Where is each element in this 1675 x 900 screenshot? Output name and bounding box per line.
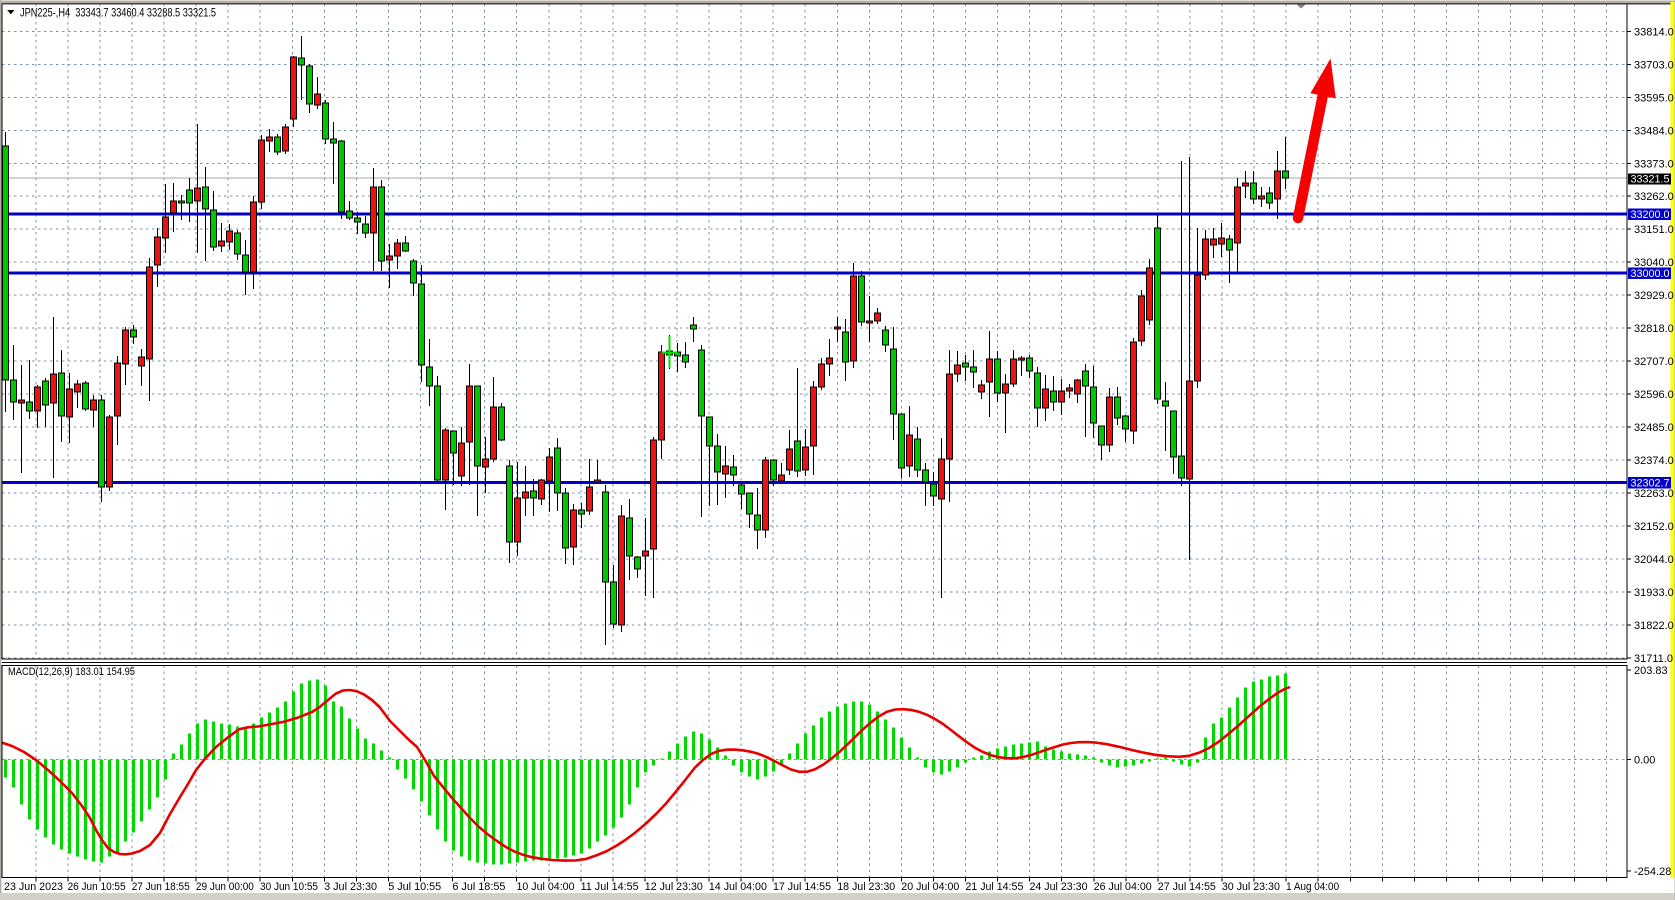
svg-text:32818.0: 32818.0 xyxy=(1634,323,1674,335)
svg-text:11 Jul 14:55: 11 Jul 14:55 xyxy=(581,881,639,893)
svg-text:33373.0: 33373.0 xyxy=(1634,158,1674,170)
svg-text:32707.0: 32707.0 xyxy=(1634,356,1674,368)
svg-text:32263.0: 32263.0 xyxy=(1634,488,1674,500)
svg-text:26 Jun 10:55: 26 Jun 10:55 xyxy=(68,881,126,893)
svg-text:-254.28: -254.28 xyxy=(1634,866,1671,878)
svg-text:33321.5: 33321.5 xyxy=(1631,174,1670,186)
svg-text:0.00: 0.00 xyxy=(1634,754,1655,766)
svg-text:32374.0: 32374.0 xyxy=(1634,455,1674,467)
svg-text:17 Jul 14:55: 17 Jul 14:55 xyxy=(773,881,831,893)
svg-text:6 Jul 18:55: 6 Jul 18:55 xyxy=(452,881,505,893)
svg-text:32152.0: 32152.0 xyxy=(1634,521,1674,533)
svg-text:JPN225-,H4 33343.7 33460.4 33: JPN225-,H4 33343.7 33460.4 33288.5 33321… xyxy=(20,7,216,19)
svg-text:30 Jun 10:55: 30 Jun 10:55 xyxy=(260,881,318,893)
svg-text:27 Jun 18:55: 27 Jun 18:55 xyxy=(132,881,190,893)
svg-text:32302.7: 32302.7 xyxy=(1631,477,1670,489)
svg-text:31822.0: 31822.0 xyxy=(1634,620,1674,632)
svg-text:MACD(12,26,9) 183.01 154.95: MACD(12,26,9) 183.01 154.95 xyxy=(8,666,135,678)
svg-text:21 Jul 14:55: 21 Jul 14:55 xyxy=(965,881,1023,893)
svg-text:12 Jul 23:30: 12 Jul 23:30 xyxy=(645,881,703,893)
svg-text:29 Jun 00:00: 29 Jun 00:00 xyxy=(196,881,254,893)
svg-text:32044.0: 32044.0 xyxy=(1634,554,1674,566)
svg-text:33814.0: 33814.0 xyxy=(1634,26,1674,38)
svg-text:1 Aug 04:00: 1 Aug 04:00 xyxy=(1286,881,1339,893)
svg-text:18 Jul 23:30: 18 Jul 23:30 xyxy=(837,881,895,893)
svg-text:32929.0: 32929.0 xyxy=(1634,290,1674,302)
svg-text:33000.0: 33000.0 xyxy=(1631,268,1670,280)
svg-text:14 Jul 04:00: 14 Jul 04:00 xyxy=(709,881,767,893)
svg-text:203.83: 203.83 xyxy=(1634,665,1668,677)
svg-text:23 Jun 2023: 23 Jun 2023 xyxy=(4,881,63,893)
svg-text:24 Jul 23:30: 24 Jul 23:30 xyxy=(1030,881,1088,893)
svg-text:33703.0: 33703.0 xyxy=(1634,59,1674,71)
svg-text:33484.0: 33484.0 xyxy=(1634,125,1674,137)
svg-text:31711.0: 31711.0 xyxy=(1634,653,1673,665)
svg-text:20 Jul 04:00: 20 Jul 04:00 xyxy=(901,881,959,893)
svg-text:32485.0: 32485.0 xyxy=(1634,422,1674,434)
svg-text:26 Jul 04:00: 26 Jul 04:00 xyxy=(1094,881,1152,893)
svg-text:32596.0: 32596.0 xyxy=(1634,389,1674,401)
svg-text:10 Jul 04:00: 10 Jul 04:00 xyxy=(517,881,575,893)
svg-text:33040.0: 33040.0 xyxy=(1634,257,1674,269)
svg-text:33151.0: 33151.0 xyxy=(1634,224,1674,236)
svg-text:5 Jul 10:55: 5 Jul 10:55 xyxy=(388,881,441,893)
svg-text:3 Jul 23:30: 3 Jul 23:30 xyxy=(324,881,377,893)
svg-text:31933.0: 31933.0 xyxy=(1634,587,1674,599)
svg-text:33200.0: 33200.0 xyxy=(1631,209,1670,221)
svg-text:33262.0: 33262.0 xyxy=(1634,191,1674,203)
svg-text:30 Jul 23:30: 30 Jul 23:30 xyxy=(1222,881,1280,893)
svg-text:27 Jul 14:55: 27 Jul 14:55 xyxy=(1158,881,1216,893)
svg-text:33595.0: 33595.0 xyxy=(1634,92,1674,104)
